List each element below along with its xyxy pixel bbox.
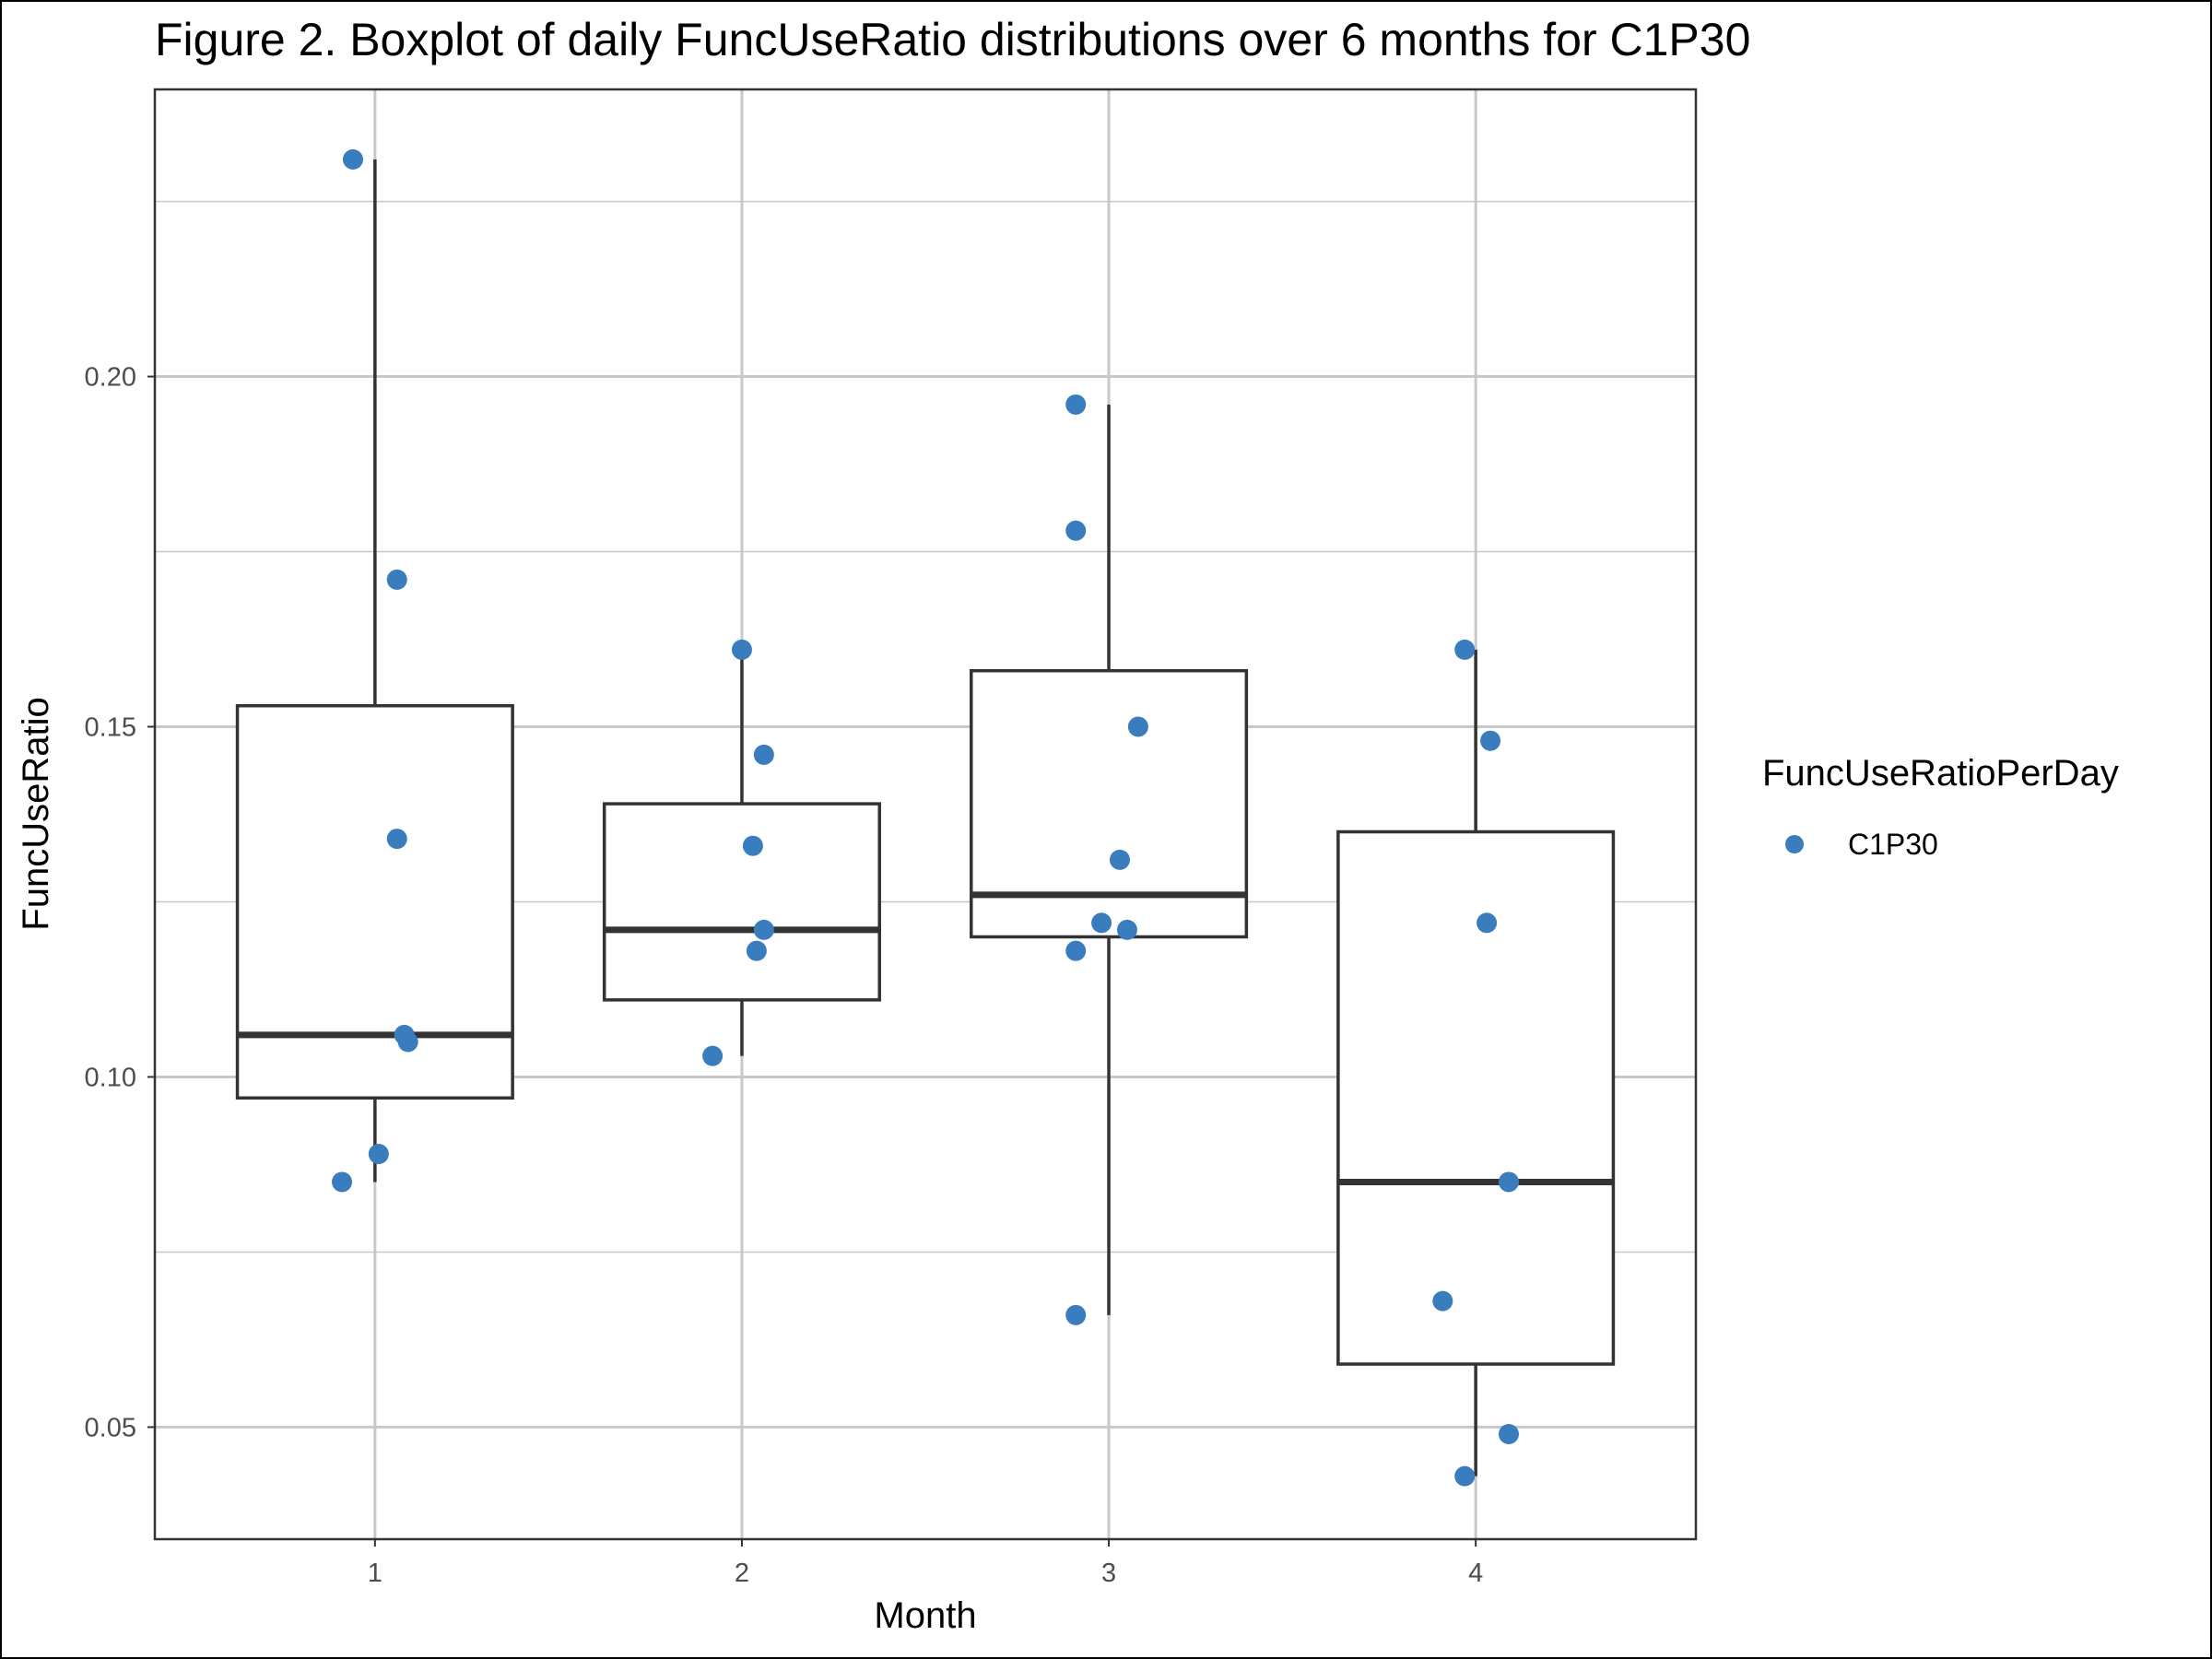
data-point <box>1480 730 1501 751</box>
x-tick-label: 4 <box>1468 1559 1483 1588</box>
data-point <box>1454 1465 1476 1487</box>
data-point <box>746 940 767 961</box>
data-point <box>368 1144 389 1165</box>
data-point <box>1065 520 1087 541</box>
data-point <box>702 1045 724 1066</box>
y-tick-label: 0.20 <box>85 363 136 393</box>
box-iqr <box>602 802 881 1002</box>
y-tick-label: 0.05 <box>85 1413 136 1442</box>
x-tick-label: 2 <box>735 1559 749 1588</box>
y-tick-label: 0.10 <box>85 1063 136 1092</box>
legend-title: FuncUseRatioPerDay <box>1762 753 2119 794</box>
data-point <box>386 569 407 590</box>
data-point <box>1065 940 1087 961</box>
data-point <box>731 639 752 660</box>
data-point <box>1498 1424 1519 1445</box>
data-point <box>1498 1171 1519 1193</box>
data-point <box>753 744 774 765</box>
data-point <box>342 148 363 170</box>
data-point <box>397 1031 418 1053</box>
legend-marker <box>1785 835 1804 853</box>
data-point <box>1454 639 1476 660</box>
data-points <box>332 148 1519 1487</box>
data-point <box>1109 849 1130 870</box>
box-iqr <box>235 703 514 1100</box>
boxes <box>235 159 1616 1477</box>
x-axis-title: Month <box>874 1595 976 1636</box>
data-point <box>332 1171 353 1193</box>
x-tick-label: 3 <box>1101 1559 1116 1588</box>
data-point <box>1091 912 1112 934</box>
data-point <box>1477 912 1498 934</box>
y-axis-title: FuncUseRatio <box>16 697 56 930</box>
legend-label: C1P30 <box>1848 828 1938 861</box>
y-axis-ticks: 0.05 0.10 0.15 0.20 <box>85 363 155 1442</box>
chart-title: Figure 2. Boxplot of daily FuncUseRatio … <box>155 14 1750 65</box>
box-iqr <box>1336 830 1616 1366</box>
y-tick-label: 0.15 <box>85 713 136 743</box>
data-point <box>753 919 774 940</box>
data-point <box>1432 1290 1453 1312</box>
data-point <box>1065 1304 1087 1325</box>
data-point <box>1116 919 1137 940</box>
x-axis-ticks: 1 2 3 4 <box>368 1539 1483 1588</box>
x-tick-label: 1 <box>368 1559 382 1588</box>
data-point <box>742 835 763 856</box>
data-point <box>1127 716 1148 737</box>
data-point <box>1065 394 1087 415</box>
plot-panel-border <box>153 88 1698 1541</box>
data-point <box>386 829 407 850</box>
